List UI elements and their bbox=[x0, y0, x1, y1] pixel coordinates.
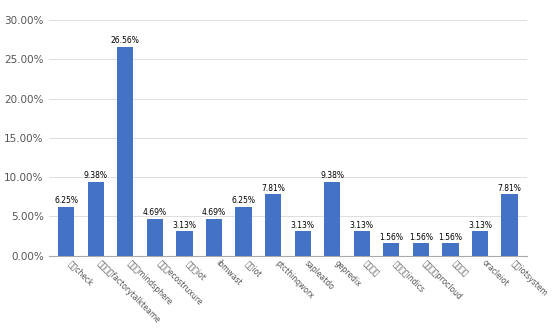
Text: 4.69%: 4.69% bbox=[143, 208, 167, 217]
Text: 1.56%: 1.56% bbox=[379, 233, 403, 242]
Bar bbox=[117, 47, 134, 256]
Text: 1.56%: 1.56% bbox=[438, 233, 462, 242]
Text: 6.25%: 6.25% bbox=[54, 196, 78, 205]
Bar bbox=[176, 231, 193, 256]
Text: 3.13%: 3.13% bbox=[468, 220, 492, 230]
Bar bbox=[354, 231, 370, 256]
Text: 3.13%: 3.13% bbox=[350, 220, 374, 230]
Bar bbox=[147, 219, 163, 256]
Text: 7.81%: 7.81% bbox=[498, 184, 522, 193]
Bar bbox=[383, 243, 400, 256]
Bar bbox=[206, 219, 222, 256]
Text: 6.25%: 6.25% bbox=[231, 196, 255, 205]
Bar bbox=[265, 194, 281, 256]
Text: 7.81%: 7.81% bbox=[261, 184, 285, 193]
Bar bbox=[413, 243, 429, 256]
Bar bbox=[235, 207, 251, 256]
Text: 3.13%: 3.13% bbox=[291, 220, 315, 230]
Bar bbox=[472, 231, 488, 256]
Bar bbox=[501, 194, 518, 256]
Text: 1.56%: 1.56% bbox=[409, 233, 433, 242]
Text: 9.38%: 9.38% bbox=[84, 171, 108, 180]
Text: 4.69%: 4.69% bbox=[202, 208, 226, 217]
Bar bbox=[324, 182, 340, 256]
Text: 3.13%: 3.13% bbox=[173, 220, 196, 230]
Bar bbox=[442, 243, 458, 256]
Text: 26.56%: 26.56% bbox=[111, 37, 140, 45]
Bar bbox=[58, 207, 74, 256]
Text: 9.38%: 9.38% bbox=[320, 171, 344, 180]
Bar bbox=[88, 182, 104, 256]
Bar bbox=[295, 231, 311, 256]
